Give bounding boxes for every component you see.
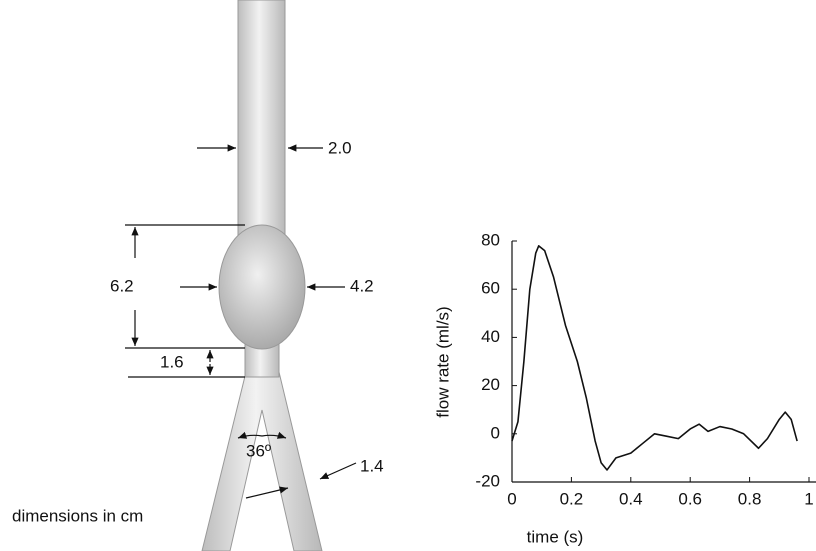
x-tick-label: 1 (804, 489, 813, 508)
arrow (261, 431, 287, 439)
left-branch (201, 371, 323, 551)
dim-label: 1.4 (360, 456, 384, 475)
y-tick-label: 40 (481, 327, 500, 346)
dim-label: 1.6 (160, 352, 184, 371)
dim-label: 4.2 (350, 276, 374, 295)
aneurysm-sac (218, 224, 306, 350)
dim-label: 36º (246, 441, 271, 460)
arrow (237, 431, 263, 439)
arrow (319, 462, 357, 480)
x-tick-label: 0.6 (678, 489, 702, 508)
units-note: dimensions in cm (12, 506, 143, 525)
x-tick-label: 0.8 (738, 489, 762, 508)
dim-label: 2.0 (328, 138, 352, 157)
proximal-tube (237, 0, 286, 241)
y-tick-label: 0 (491, 423, 500, 442)
flow-chart: time (s) flow rate (ml/s) -20 0 20 40 60 80 0 0… (433, 230, 816, 546)
x-tick-label: 0.4 (619, 489, 643, 508)
x-tick-label: 0 (507, 489, 516, 508)
y-tick-label: 80 (481, 230, 500, 249)
x-axis-label: time (s) (527, 527, 584, 546)
aneurysm-diagram: 2.0 6.2 4.2 1.6 36º 1.4 dimensions in cm (12, 0, 384, 551)
dim-label: 6.2 (110, 276, 134, 295)
y-tick-label: 20 (481, 375, 500, 394)
arrow (245, 486, 289, 499)
y-tick-label: -20 (475, 471, 500, 490)
flow-line (511, 245, 798, 471)
x-tick-label: 0.2 (560, 489, 584, 508)
y-tick-label: 60 (481, 279, 500, 298)
y-axis-label: flow rate (ml/s) (433, 306, 452, 417)
